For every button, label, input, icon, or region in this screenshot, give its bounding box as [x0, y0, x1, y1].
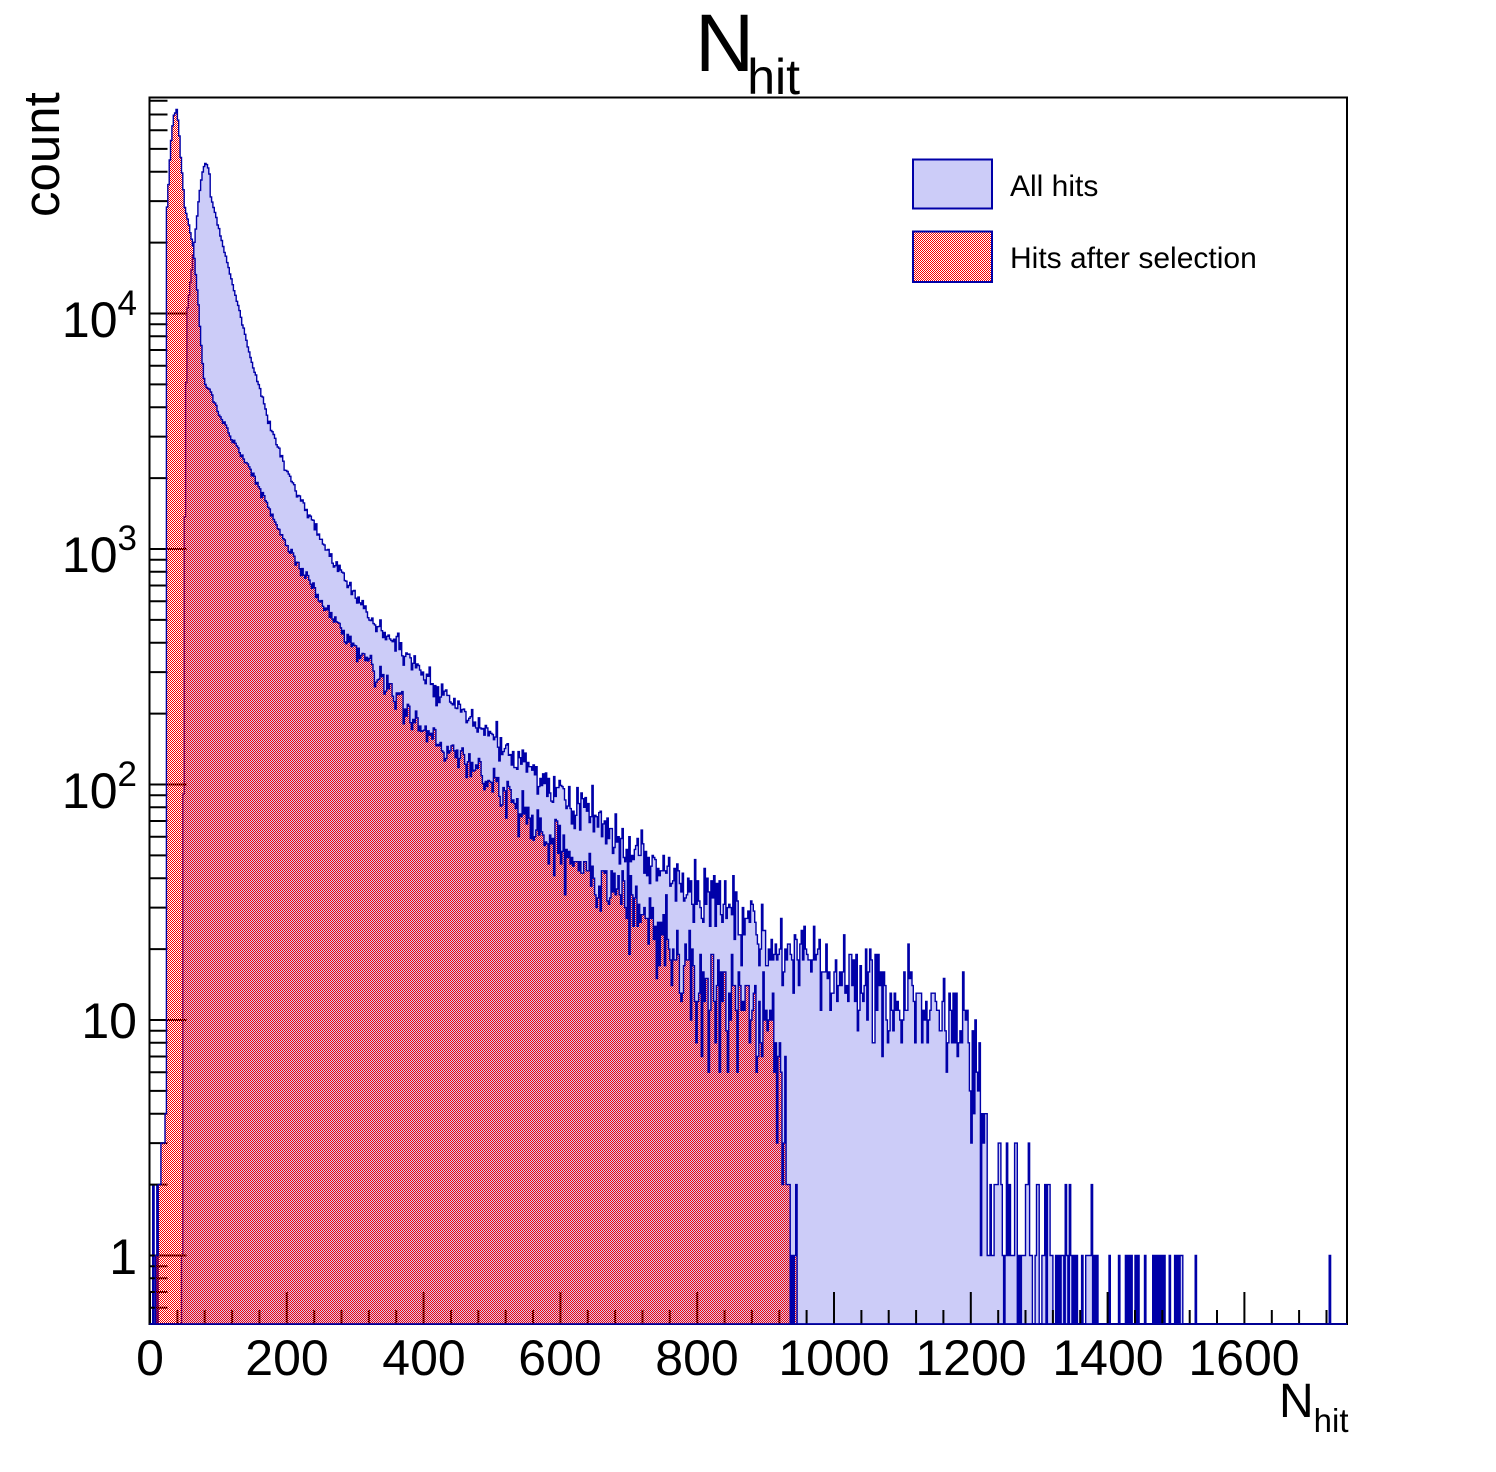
svg-text:1600: 1600: [1188, 1330, 1299, 1386]
svg-text:1200: 1200: [915, 1330, 1026, 1386]
svg-text:102: 102: [62, 755, 137, 819]
svg-text:1: 1: [109, 1229, 137, 1285]
svg-text:200: 200: [245, 1330, 328, 1386]
svg-text:400: 400: [382, 1330, 465, 1386]
svg-text:600: 600: [518, 1330, 601, 1386]
svg-text:All hits: All hits: [1010, 170, 1098, 203]
svg-text:count: count: [13, 92, 70, 217]
svg-text:10: 10: [81, 993, 137, 1049]
svg-text:0: 0: [136, 1330, 164, 1386]
svg-text:1000: 1000: [778, 1330, 889, 1386]
svg-text:800: 800: [655, 1330, 738, 1386]
svg-text:1400: 1400: [1052, 1330, 1163, 1386]
svg-text:Hits after selection: Hits after selection: [1010, 242, 1257, 275]
